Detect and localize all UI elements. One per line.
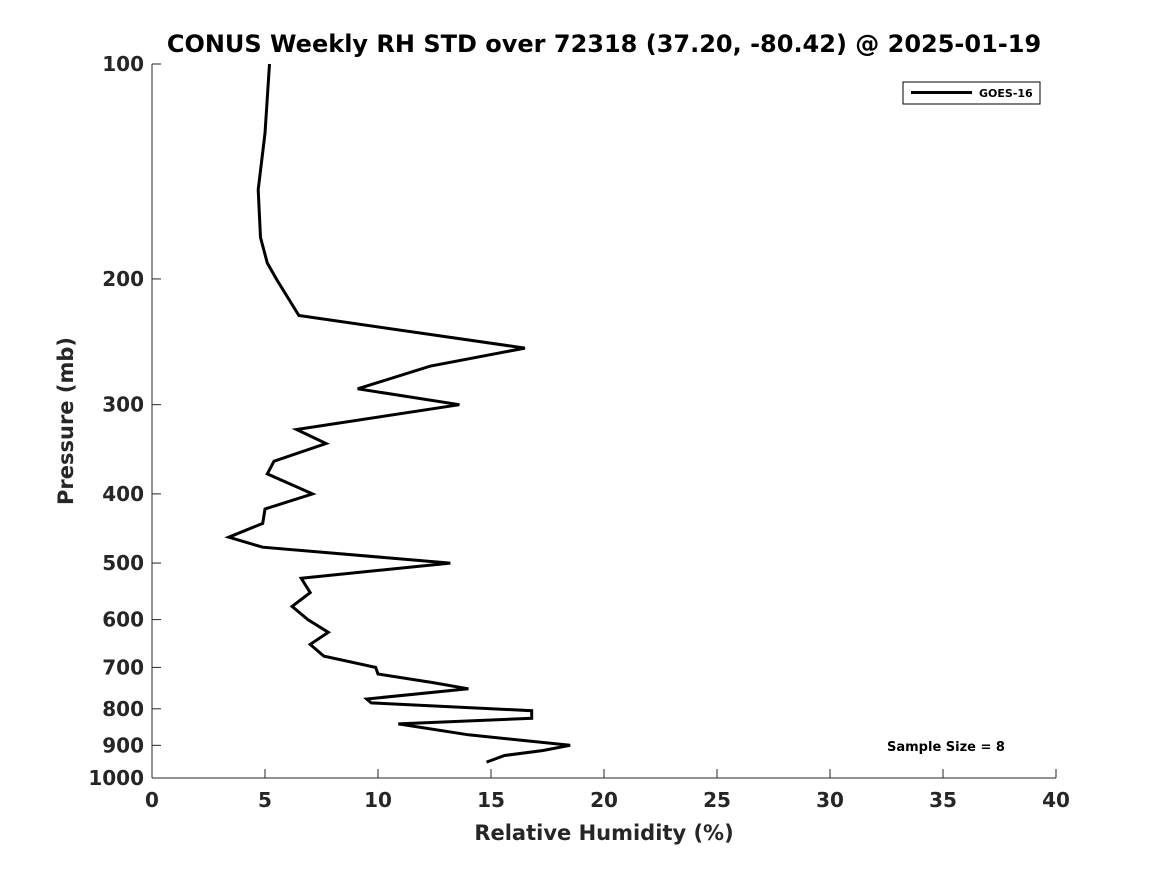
y-tick-label: 900 bbox=[102, 733, 144, 757]
x-tick-label: 35 bbox=[929, 788, 957, 812]
x-tick-label: 10 bbox=[364, 788, 392, 812]
x-tick-label: 15 bbox=[477, 788, 505, 812]
y-tick-label: 500 bbox=[102, 551, 144, 575]
sample-size-annotation: Sample Size = 8 bbox=[887, 740, 1005, 755]
y-tick-label: 300 bbox=[102, 393, 144, 417]
x-axis-label: Relative Humidity (%) bbox=[474, 821, 733, 845]
legend: GOES-16 bbox=[902, 81, 1041, 105]
x-tick-label: 5 bbox=[258, 788, 272, 812]
series-line-goes-16 bbox=[224, 63, 571, 764]
y-tick-label: 600 bbox=[102, 608, 144, 632]
y-tick-label: 700 bbox=[102, 655, 144, 679]
y-tick-label: 100 bbox=[102, 52, 144, 76]
chart-title: CONUS Weekly RH STD over 72318 (37.20, -… bbox=[167, 30, 1041, 58]
y-tick-label: 400 bbox=[102, 482, 144, 506]
y-ticks: 100 200 300 400 500 600 700 800 900 1000 bbox=[88, 52, 161, 790]
y-tick-label: 800 bbox=[102, 697, 144, 721]
y-tick-label: 1000 bbox=[88, 766, 144, 790]
y-axis-label: Pressure (mb) bbox=[54, 337, 78, 505]
x-tick-label: 30 bbox=[816, 788, 844, 812]
x-tick-label: 0 bbox=[145, 788, 159, 812]
x-ticks: 0 5 10 15 20 25 30 35 40 bbox=[145, 769, 1070, 812]
y-tick-label: 200 bbox=[102, 267, 144, 291]
x-tick-label: 20 bbox=[590, 788, 618, 812]
legend-label-goes-16: GOES-16 bbox=[979, 87, 1033, 100]
series-layer bbox=[224, 63, 571, 764]
x-tick-label: 25 bbox=[703, 788, 731, 812]
x-tick-label: 40 bbox=[1042, 788, 1070, 812]
